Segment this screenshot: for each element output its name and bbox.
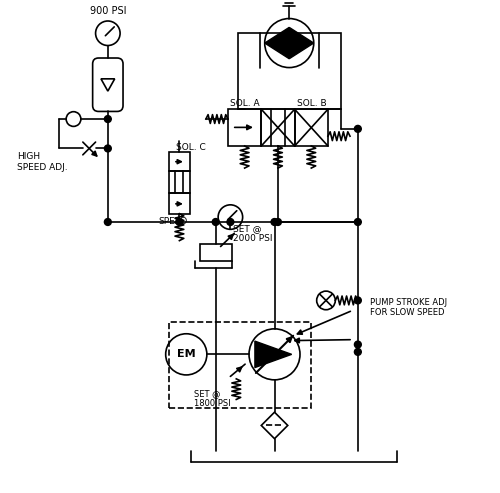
Circle shape xyxy=(274,218,281,225)
Bar xyxy=(294,109,328,146)
Circle shape xyxy=(354,349,362,355)
Text: SPEED: SPEED xyxy=(158,217,188,226)
Circle shape xyxy=(354,297,362,304)
Polygon shape xyxy=(264,28,289,59)
Text: SET @
1800 PSI: SET @ 1800 PSI xyxy=(194,388,230,408)
Circle shape xyxy=(104,116,112,122)
Polygon shape xyxy=(289,28,314,59)
Text: PUMP STROKE ADJ
FOR SLOW SPEED: PUMP STROKE ADJ FOR SLOW SPEED xyxy=(370,298,447,317)
Text: SOL. B: SOL. B xyxy=(297,99,326,108)
Bar xyxy=(262,109,294,146)
Bar xyxy=(238,33,341,109)
Circle shape xyxy=(104,145,112,152)
Circle shape xyxy=(227,218,234,225)
Text: HIGH
SPEED ADJ.: HIGH SPEED ADJ. xyxy=(17,152,68,172)
Bar xyxy=(169,152,190,172)
Bar xyxy=(228,109,262,146)
Bar xyxy=(169,172,190,193)
Bar xyxy=(169,322,312,408)
Polygon shape xyxy=(255,341,292,368)
Circle shape xyxy=(104,218,112,225)
Circle shape xyxy=(176,218,183,225)
Circle shape xyxy=(212,218,219,225)
Text: 900 PSI: 900 PSI xyxy=(90,6,126,16)
Text: EM: EM xyxy=(177,350,196,359)
Circle shape xyxy=(354,218,362,225)
Bar xyxy=(200,244,232,261)
Circle shape xyxy=(354,125,362,132)
Text: SOL. C: SOL. C xyxy=(176,143,206,152)
Circle shape xyxy=(354,341,362,348)
Bar xyxy=(169,193,190,213)
Circle shape xyxy=(271,218,278,225)
Text: SOL. A: SOL. A xyxy=(230,99,260,108)
Text: SET @
2000 PSI: SET @ 2000 PSI xyxy=(233,224,272,243)
